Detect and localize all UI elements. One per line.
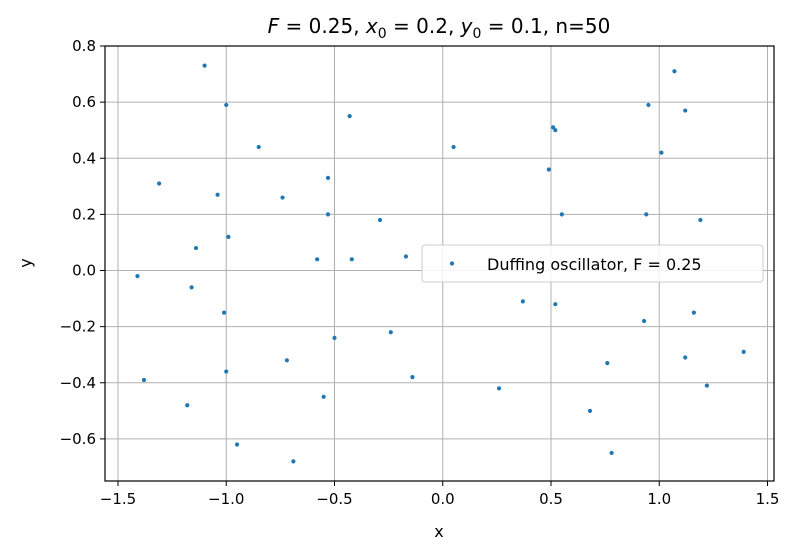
data-point <box>202 63 207 68</box>
data-point <box>553 128 558 133</box>
x-tick-label: 0.0 <box>431 490 455 508</box>
data-point <box>609 450 614 456</box>
y-tick-label: 0.2 <box>72 205 96 223</box>
data-point <box>347 114 352 119</box>
y-tick-label: 0.0 <box>72 262 96 280</box>
y-tick-label: −0.6 <box>60 430 96 448</box>
data-point <box>325 212 331 217</box>
chart-title: F = 0.25, x0 = 0.2, y0 = 0.1, n=50 <box>268 14 611 42</box>
data-point <box>193 245 199 251</box>
data-point <box>332 335 337 340</box>
data-point <box>520 299 525 304</box>
scatter-points <box>135 63 746 464</box>
data-point <box>321 394 326 399</box>
data-point <box>403 254 409 259</box>
y-axis-label: y <box>16 258 35 267</box>
data-point <box>224 369 229 374</box>
x-axis-label: x <box>434 522 443 541</box>
data-point <box>451 144 456 150</box>
legend: Duffing oscillator, F = 0.25 <box>421 244 764 283</box>
data-point <box>546 167 551 172</box>
x-axis-ticks: −1.5 −1.0 −0.5 0.0 0.5 1.0 1.5 <box>100 481 780 508</box>
data-point <box>704 383 709 388</box>
data-point <box>377 217 383 223</box>
legend-label: Duffing oscillator, F = 0.25 <box>487 255 702 274</box>
data-point <box>683 355 688 360</box>
data-point <box>605 361 610 366</box>
data-point <box>157 181 162 186</box>
x-tick-label: 1.0 <box>647 490 671 508</box>
data-point <box>683 108 688 113</box>
data-point <box>185 403 190 408</box>
y-tick-label: 0.8 <box>72 37 96 55</box>
data-point <box>291 459 296 464</box>
legend-box <box>421 244 764 283</box>
y-tick-label: 0.4 <box>72 149 96 167</box>
data-point <box>315 257 320 262</box>
data-point <box>284 358 289 363</box>
legend-marker <box>449 261 455 266</box>
x-tick-label: −1.5 <box>100 490 136 508</box>
data-point <box>141 377 147 383</box>
data-point <box>280 195 285 200</box>
y-tick-label: 0.6 <box>72 93 96 111</box>
data-point <box>553 302 558 307</box>
x-tick-label: 1.5 <box>756 490 780 508</box>
data-point <box>349 257 354 262</box>
data-point <box>410 375 415 380</box>
data-point <box>691 310 696 315</box>
data-point <box>496 386 502 391</box>
data-point <box>741 349 746 355</box>
data-point <box>256 144 261 150</box>
data-point <box>189 285 194 290</box>
data-point <box>587 408 593 413</box>
x-tick-label: 0.5 <box>539 490 563 508</box>
plot-frame <box>104 45 775 482</box>
data-point <box>135 274 140 279</box>
data-point <box>221 310 227 315</box>
x-tick-label: −1.0 <box>208 490 244 508</box>
data-point <box>388 330 393 335</box>
y-tick-label: −0.4 <box>60 374 96 392</box>
data-point <box>659 150 664 155</box>
data-point <box>672 69 677 74</box>
data-point <box>234 442 240 447</box>
y-axis-ticks: −0.6 −0.4 −0.2 0.0 0.2 0.4 0.6 0.8 <box>60 37 105 448</box>
data-point <box>215 192 220 197</box>
data-point <box>325 175 331 181</box>
data-point <box>641 318 647 324</box>
data-point <box>559 212 564 217</box>
data-point <box>224 102 229 108</box>
data-point <box>644 212 649 217</box>
y-tick-label: −0.2 <box>60 318 96 336</box>
data-point <box>646 102 651 108</box>
x-tick-label: −0.5 <box>316 490 352 508</box>
data-point <box>698 217 703 223</box>
data-point <box>226 234 231 239</box>
